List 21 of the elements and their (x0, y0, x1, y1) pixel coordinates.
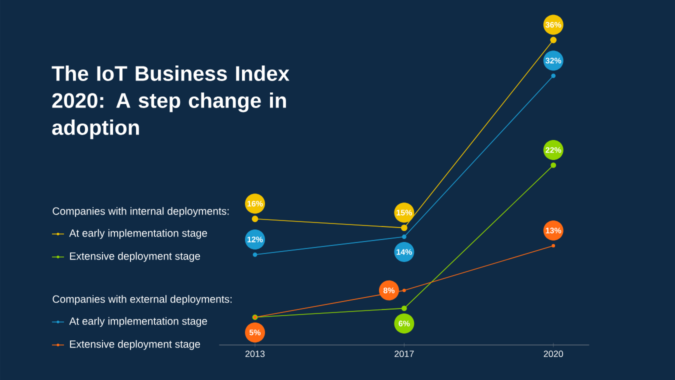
data-label: 22% (546, 147, 562, 153)
data-label: 14% (396, 249, 412, 255)
annotation: Companies with internal deployments: (52, 207, 229, 217)
data-label: 6% (398, 320, 410, 326)
x-tick-label: 2020 (544, 350, 564, 358)
data-label: 5% (249, 330, 261, 336)
data-label: 13% (546, 228, 562, 234)
x-tick-label: 2013 (245, 350, 265, 358)
x-tick-label: 2017 (394, 350, 414, 358)
data-label: 32% (546, 58, 562, 64)
legend-label: Extensive deployment stage (70, 340, 200, 350)
legend-label: At early implementation stage (69, 229, 208, 239)
data-label: 36% (546, 22, 562, 28)
legend-label: Extensive deployment stage (70, 252, 200, 262)
annotation: Companies with external deployments: (52, 295, 232, 305)
data-label: 12% (248, 236, 263, 242)
data-label: 16% (248, 200, 263, 207)
text: The IoT Business Index 2020: A step change in adoption (52, 66, 290, 140)
legend-label: At early implementation stage (69, 317, 208, 327)
data-label: 8% (383, 288, 395, 294)
data-label: 15% (396, 210, 412, 216)
